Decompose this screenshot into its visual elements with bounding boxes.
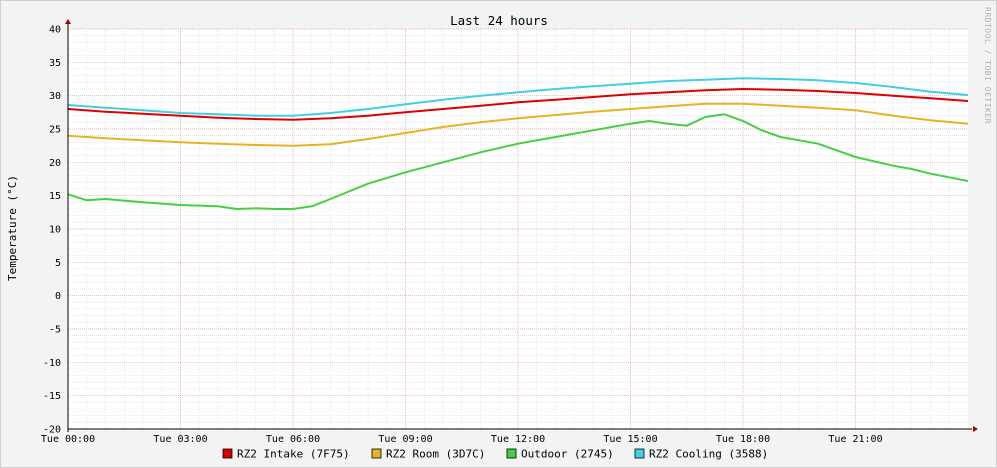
- legend-label: Outdoor (2745): [521, 448, 614, 461]
- plot-grid: [67, 28, 968, 430]
- legend-swatch: [222, 448, 233, 459]
- series-line: [67, 77, 969, 117]
- x-tick-labels: Tue 00:00 Tue 03:00 Tue 06:00 Tue 09:00 Tue …: [41, 434, 883, 445]
- x-tick-label: Tue 00:00: [41, 434, 95, 445]
- x-tick-label: Tue 12:00: [491, 434, 545, 445]
- legend-label: RZ2 Intake (7F75): [237, 448, 350, 461]
- rrdtool-credit: RRDTOOL / TOBI OETIKER: [983, 7, 992, 124]
- plot-axes: [65, 19, 978, 432]
- y-tick-labels: 40 35 30 25 20 15 10 5 0 -5 -10 -15 -20: [43, 25, 61, 436]
- x-tick-label: Tue 03:00: [153, 434, 207, 445]
- x-tick-label: Tue 21:00: [828, 434, 882, 445]
- y-tick-label: 20: [49, 158, 61, 169]
- x-axis-arrow-icon: [973, 426, 978, 432]
- legend: RZ2 Intake (7F75) RZ2 Room (3D7C) Outdoor …: [222, 448, 768, 461]
- plot-series: [67, 77, 969, 210]
- series-line: [67, 113, 969, 210]
- legend-item: Outdoor (2745): [506, 448, 614, 461]
- legend-swatch: [371, 448, 382, 459]
- y-axis-arrow-icon: [65, 19, 71, 24]
- y-axis-label: Temperature (°C): [6, 175, 19, 281]
- x-tick-label: Tue 15:00: [603, 434, 657, 445]
- x-tick-label: Tue 09:00: [378, 434, 432, 445]
- legend-item: RZ2 Room (3D7C): [371, 448, 485, 461]
- x-tick-label: Tue 06:00: [266, 434, 320, 445]
- legend-swatch: [506, 448, 517, 459]
- y-tick-label: 35: [49, 58, 61, 69]
- y-tick-label: 5: [55, 258, 61, 269]
- legend-label: RZ2 Cooling (3588): [649, 448, 768, 461]
- legend-item: RZ2 Intake (7F75): [222, 448, 350, 461]
- y-tick-label: 15: [49, 191, 61, 202]
- legend-item: RZ2 Cooling (3588): [634, 448, 768, 461]
- series-line: [67, 88, 969, 121]
- legend-swatch: [634, 448, 645, 459]
- y-tick-label: 40: [49, 25, 61, 36]
- y-tick-label: -20: [43, 425, 61, 436]
- y-tick-label: 25: [49, 125, 61, 136]
- y-tick-label: 10: [49, 225, 61, 236]
- legend-label: RZ2 Room (3D7C): [386, 448, 485, 461]
- y-tick-label: -10: [43, 358, 61, 369]
- y-tick-label: 30: [49, 91, 61, 102]
- y-tick-label: -5: [49, 325, 61, 336]
- x-tick-label: Tue 18:00: [716, 434, 770, 445]
- y-tick-label: 0: [55, 291, 61, 302]
- chart-title: Last 24 hours: [450, 13, 548, 28]
- series-line: [67, 102, 969, 147]
- y-tick-label: -15: [43, 391, 61, 402]
